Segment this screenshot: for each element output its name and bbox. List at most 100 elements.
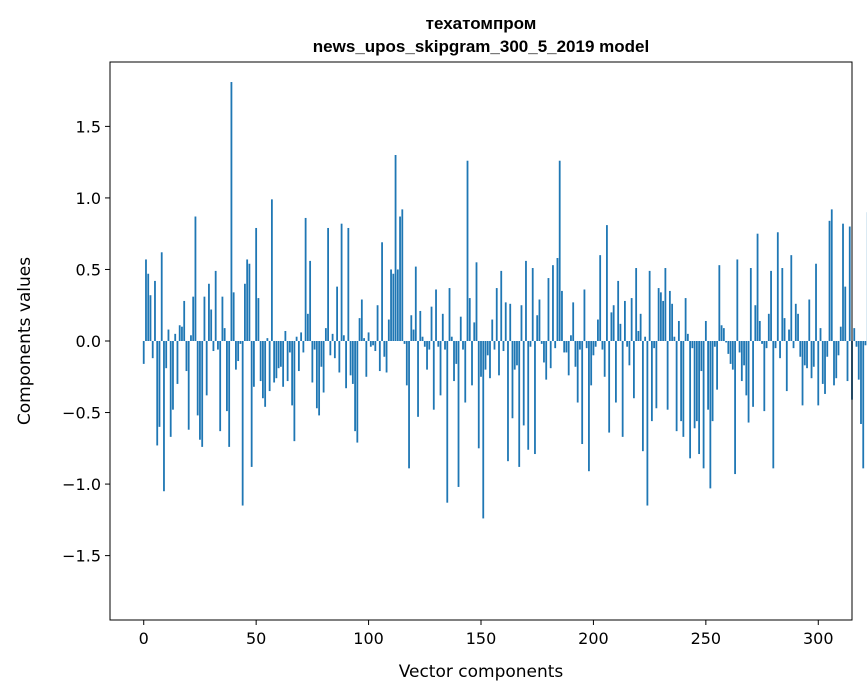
bar <box>855 341 858 347</box>
bar <box>540 341 543 344</box>
bar <box>860 341 862 424</box>
bar <box>680 341 683 422</box>
bar <box>779 341 781 359</box>
bar <box>743 341 745 366</box>
bar <box>522 341 525 426</box>
bar <box>511 341 514 419</box>
bar <box>563 341 566 353</box>
bar <box>597 319 599 341</box>
bar <box>606 225 608 341</box>
bar <box>833 341 835 386</box>
bar <box>196 341 199 416</box>
bar <box>520 305 523 341</box>
bar <box>302 341 305 353</box>
bar <box>199 341 201 440</box>
bar <box>641 341 644 452</box>
bar <box>239 341 242 344</box>
bar <box>421 336 424 341</box>
bar <box>201 341 204 447</box>
bar <box>232 292 235 341</box>
bar <box>700 341 703 372</box>
bar <box>713 341 716 347</box>
bar <box>513 341 516 370</box>
bar <box>226 341 228 412</box>
bar <box>682 341 685 437</box>
bar <box>554 341 557 349</box>
bar <box>547 278 550 341</box>
y-tick-label: −1.0 <box>62 475 101 494</box>
bar <box>392 273 395 341</box>
bar <box>250 341 253 467</box>
bar <box>830 209 833 341</box>
bar <box>790 255 793 341</box>
bar <box>484 341 487 370</box>
bar <box>538 299 541 341</box>
bar <box>561 290 563 341</box>
bar <box>585 341 588 349</box>
bar <box>448 288 451 341</box>
bar <box>477 341 480 449</box>
bar <box>464 341 467 403</box>
bar <box>576 341 579 403</box>
bar <box>516 341 518 366</box>
bar <box>169 341 172 437</box>
bar <box>749 268 752 341</box>
bar <box>221 296 224 341</box>
bar <box>228 341 231 447</box>
bar <box>853 328 856 341</box>
bar <box>430 306 433 341</box>
bar <box>181 326 183 341</box>
bar <box>340 223 343 341</box>
bar <box>237 341 240 362</box>
bar <box>610 312 613 341</box>
bar <box>698 341 700 455</box>
bar <box>635 268 638 341</box>
bar <box>862 341 865 469</box>
bar <box>507 341 509 462</box>
bar <box>455 341 458 364</box>
bar <box>214 270 217 341</box>
bar <box>797 313 799 341</box>
bar <box>282 341 285 387</box>
x-tick-label: 50 <box>246 629 266 648</box>
bar <box>347 227 350 341</box>
bar <box>313 341 316 350</box>
bar <box>684 298 687 341</box>
y-tick-label: −0.5 <box>62 404 101 423</box>
bar <box>480 341 482 377</box>
bar <box>172 341 174 410</box>
bar <box>711 341 714 422</box>
x-tick-label: 0 <box>139 629 149 648</box>
bar <box>583 289 586 341</box>
bar <box>837 341 840 356</box>
bar <box>646 341 649 506</box>
bar <box>525 260 527 341</box>
bar <box>235 341 237 370</box>
bar <box>819 328 822 341</box>
bar <box>570 335 572 341</box>
bar <box>677 320 680 341</box>
chart-title-line-2: news_upos_skipgram_300_5_2019 model <box>313 37 649 56</box>
bar <box>288 341 291 353</box>
bar <box>727 341 730 354</box>
bar <box>794 303 797 341</box>
bar <box>360 299 363 341</box>
bar <box>709 341 712 489</box>
bar <box>194 216 197 341</box>
bar <box>826 341 829 357</box>
bar <box>435 289 437 341</box>
bar <box>549 341 552 369</box>
bar <box>772 341 775 469</box>
bar <box>752 341 754 407</box>
bar <box>459 316 462 341</box>
bar <box>824 341 826 394</box>
bar <box>657 288 660 341</box>
bar <box>372 341 374 346</box>
bar <box>286 341 289 382</box>
bar <box>336 286 338 341</box>
bar <box>145 259 147 341</box>
bar <box>504 302 507 341</box>
bar <box>781 268 784 341</box>
bar <box>414 266 417 341</box>
bar <box>653 341 656 349</box>
